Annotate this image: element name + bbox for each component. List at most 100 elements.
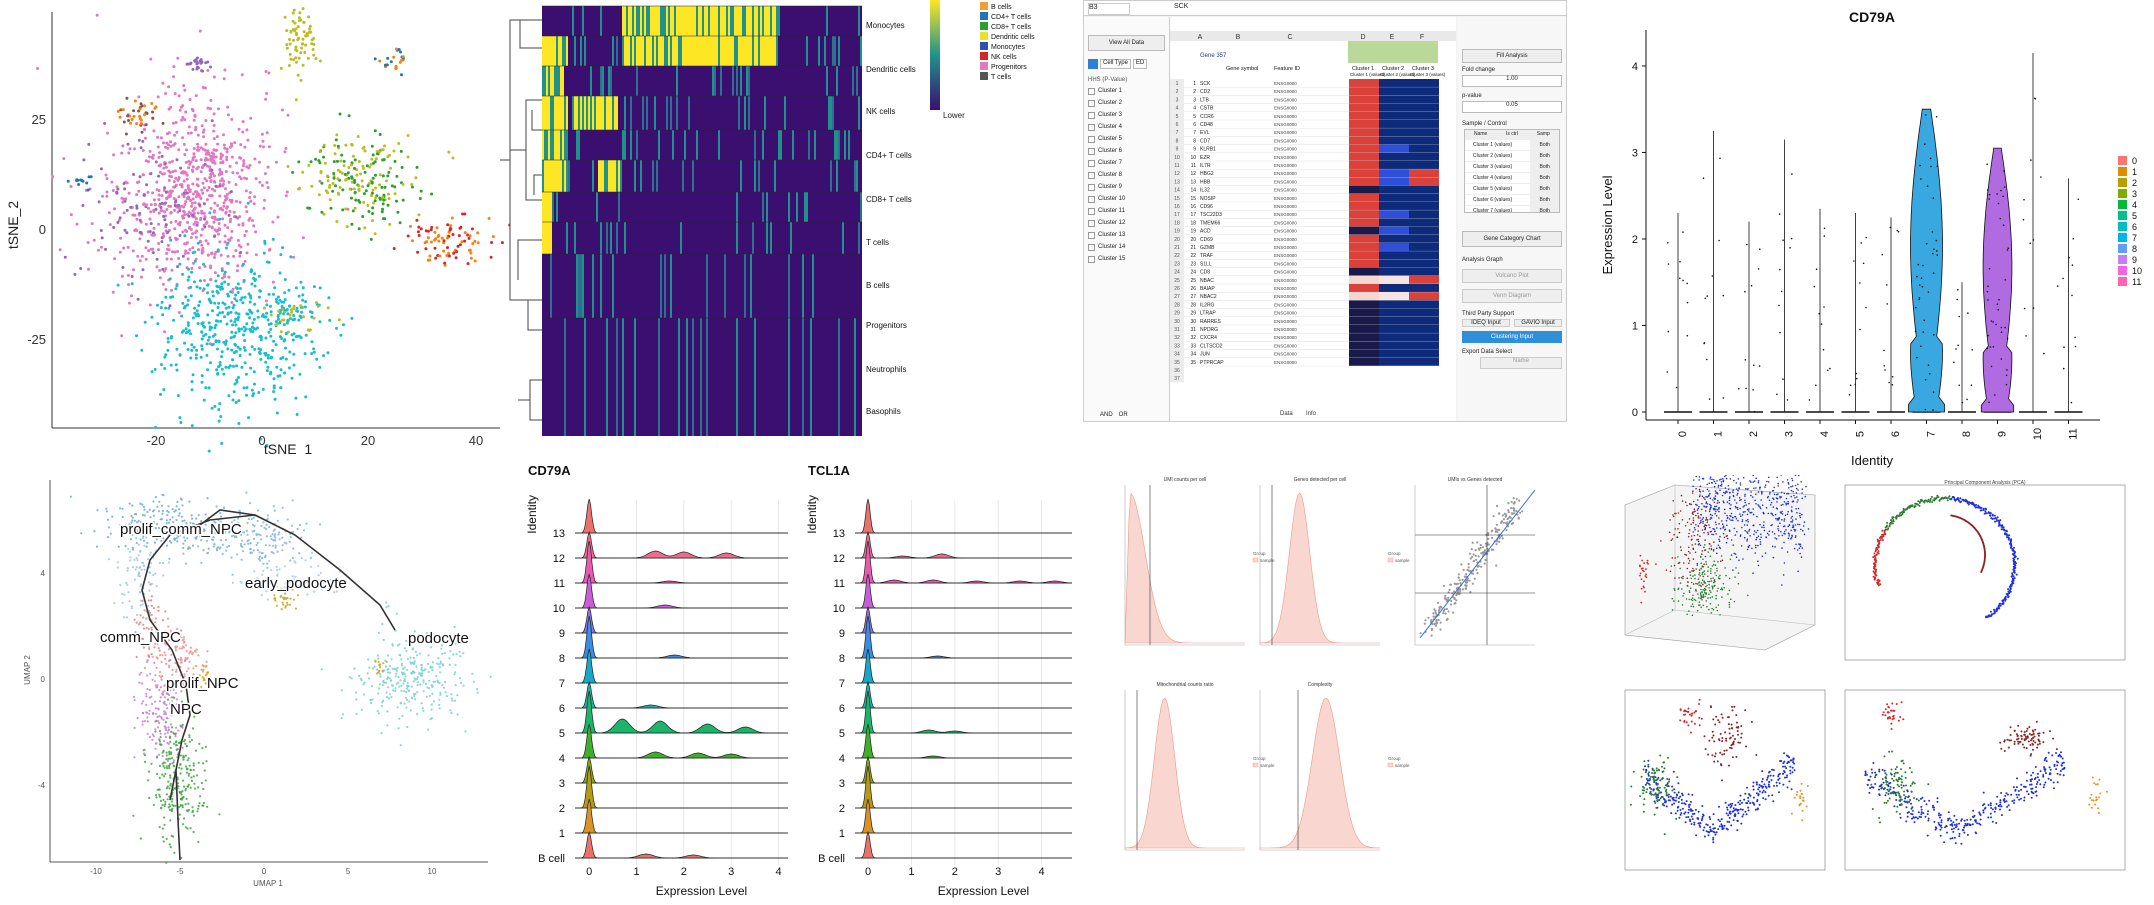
feature-id-cell[interactable]: ENSG0000: [1274, 138, 1297, 143]
row-number[interactable]: 13: [1174, 179, 1180, 185]
cluster3-cell[interactable]: [1409, 145, 1439, 153]
cluster-checkbox-item[interactable]: Cluster 11: [1088, 205, 1165, 217]
feature-id-cell[interactable]: ENSG0000: [1274, 106, 1297, 111]
cluster1-cell[interactable]: [1349, 243, 1379, 251]
cluster3-cell[interactable]: [1409, 79, 1439, 87]
cluster-checkbox-item[interactable]: Cluster 10: [1088, 193, 1165, 205]
cluster3-cell[interactable]: [1409, 284, 1439, 292]
feature-id-cell[interactable]: ENSG0000: [1274, 360, 1297, 365]
row-number[interactable]: 10: [1174, 155, 1180, 161]
feature-id-cell[interactable]: ENSG0000: [1274, 220, 1297, 225]
cluster1-cell[interactable]: [1349, 317, 1379, 325]
cluster3-cell[interactable]: [1409, 350, 1439, 358]
sc-row[interactable]: Cluster 7 (values)Both: [1465, 205, 1559, 213]
row-number[interactable]: 1: [1176, 81, 1179, 87]
cluster3-cell[interactable]: [1409, 104, 1439, 112]
row-number[interactable]: 33: [1174, 343, 1180, 349]
cluster1-cell[interactable]: [1349, 358, 1379, 366]
row-number[interactable]: 3: [1176, 97, 1179, 103]
row-number[interactable]: 17: [1174, 212, 1180, 218]
cluster2-cell[interactable]: [1379, 350, 1409, 358]
row-number[interactable]: 11: [1174, 163, 1179, 169]
row-number[interactable]: 25: [1174, 278, 1180, 284]
row-number[interactable]: 24: [1174, 270, 1180, 276]
sc-row-both[interactable]: Both: [1530, 206, 1559, 213]
feature-id-cell[interactable]: ENSG0000: [1274, 352, 1297, 357]
cluster1-cell[interactable]: [1349, 276, 1379, 284]
checkbox[interactable]: [1088, 196, 1095, 203]
cluster3-cell[interactable]: [1409, 227, 1439, 235]
cluster2-cell[interactable]: [1379, 317, 1409, 325]
feature-id-cell[interactable]: ENSG0000: [1274, 335, 1297, 340]
cluster2-cell[interactable]: [1379, 177, 1409, 185]
cluster3-cell[interactable]: [1409, 112, 1439, 120]
cluster2-cell[interactable]: [1379, 169, 1409, 177]
row-number[interactable]: 35: [1174, 360, 1180, 366]
gavio-input-button[interactable]: GAVIO Input: [1514, 319, 1562, 327]
cluster2-cell[interactable]: [1379, 259, 1409, 267]
pvalue-input[interactable]: 0.05: [1462, 101, 1562, 113]
cluster-checkbox-item[interactable]: Cluster 1: [1088, 85, 1165, 97]
feature-id-cell[interactable]: ENSG0000: [1274, 311, 1297, 316]
gene-symbol-cell[interactable]: GZMB: [1200, 245, 1215, 251]
formula-input[interactable]: SCK: [1174, 3, 1554, 13]
cluster2-cell[interactable]: [1379, 276, 1409, 284]
cluster3-cell[interactable]: [1409, 317, 1439, 325]
feature-id-cell[interactable]: ENSG0000: [1274, 163, 1297, 168]
gene-symbol-cell[interactable]: CCR6: [1200, 114, 1214, 120]
row-number[interactable]: 36: [1174, 368, 1180, 374]
checkbox[interactable]: [1088, 208, 1095, 215]
row-number[interactable]: 8: [1176, 138, 1179, 144]
cluster2-cell[interactable]: [1379, 325, 1409, 333]
row-number[interactable]: 21: [1174, 245, 1180, 251]
checkbox[interactable]: [1088, 136, 1095, 143]
checkbox[interactable]: [1088, 100, 1095, 107]
checkbox[interactable]: [1088, 256, 1095, 263]
feature-id-cell[interactable]: ENSG0000: [1274, 245, 1297, 250]
cluster2-cell[interactable]: [1379, 300, 1409, 308]
gene-symbol-cell[interactable]: CSTB: [1200, 106, 1214, 112]
sc-row-both[interactable]: Both: [1530, 184, 1559, 194]
cluster2-cell[interactable]: [1379, 284, 1409, 292]
feature-id-cell[interactable]: ENSG0000: [1274, 319, 1297, 324]
cluster1-cell[interactable]: [1349, 128, 1379, 136]
cluster-checkbox-item[interactable]: Cluster 12: [1088, 217, 1165, 229]
cluster3-cell[interactable]: [1409, 177, 1439, 185]
and-radio[interactable]: AND: [1100, 412, 1113, 418]
cluster3-cell[interactable]: [1409, 95, 1439, 103]
sheet-tab[interactable]: Info: [1306, 411, 1317, 417]
cluster-checkbox-item[interactable]: Cluster 7: [1088, 157, 1165, 169]
cluster-checkbox-item[interactable]: Cluster 6: [1088, 145, 1165, 157]
export-name-button[interactable]: Name: [1480, 357, 1562, 369]
cluster3-cell[interactable]: [1409, 194, 1439, 202]
cluster2-cell[interactable]: [1379, 128, 1409, 136]
cluster2-cell[interactable]: [1379, 358, 1409, 366]
row-number[interactable]: 31: [1174, 327, 1180, 333]
cluster3-cell[interactable]: [1409, 325, 1439, 333]
sc-row-both[interactable]: Both: [1530, 140, 1559, 150]
cluster2-cell[interactable]: [1379, 243, 1409, 251]
cluster1-cell[interactable]: [1349, 350, 1379, 358]
cluster1-cell[interactable]: [1349, 218, 1379, 226]
sc-row-both[interactable]: Both: [1530, 195, 1559, 205]
cluster3-cell[interactable]: [1409, 251, 1439, 259]
row-number[interactable]: 22: [1174, 253, 1180, 259]
feature-id-cell[interactable]: ENSG0000: [1274, 122, 1297, 127]
gene-symbol-cell[interactable]: CD48: [1200, 122, 1213, 128]
cluster1-cell[interactable]: [1349, 153, 1379, 161]
sc-row-both[interactable]: Both: [1530, 151, 1559, 161]
checkbox[interactable]: [1088, 124, 1095, 131]
cluster1-cell[interactable]: [1349, 292, 1379, 300]
cluster1-cell[interactable]: [1349, 186, 1379, 194]
column-letter[interactable]: D: [1360, 34, 1365, 41]
feature-id-cell[interactable]: ENSG0000: [1274, 147, 1297, 152]
cluster1-cell[interactable]: [1349, 202, 1379, 210]
cluster3-cell[interactable]: [1409, 333, 1439, 341]
cluster1-cell[interactable]: [1349, 161, 1379, 169]
sc-row[interactable]: Cluster 2 (values)Both: [1465, 150, 1559, 161]
cluster3-cell[interactable]: [1409, 186, 1439, 194]
checkbox[interactable]: [1088, 148, 1095, 155]
fill-analysis-button[interactable]: Fill Analysis: [1462, 49, 1562, 63]
cluster1-cell[interactable]: [1349, 136, 1379, 144]
fold-change-input[interactable]: 1.00: [1462, 75, 1562, 87]
